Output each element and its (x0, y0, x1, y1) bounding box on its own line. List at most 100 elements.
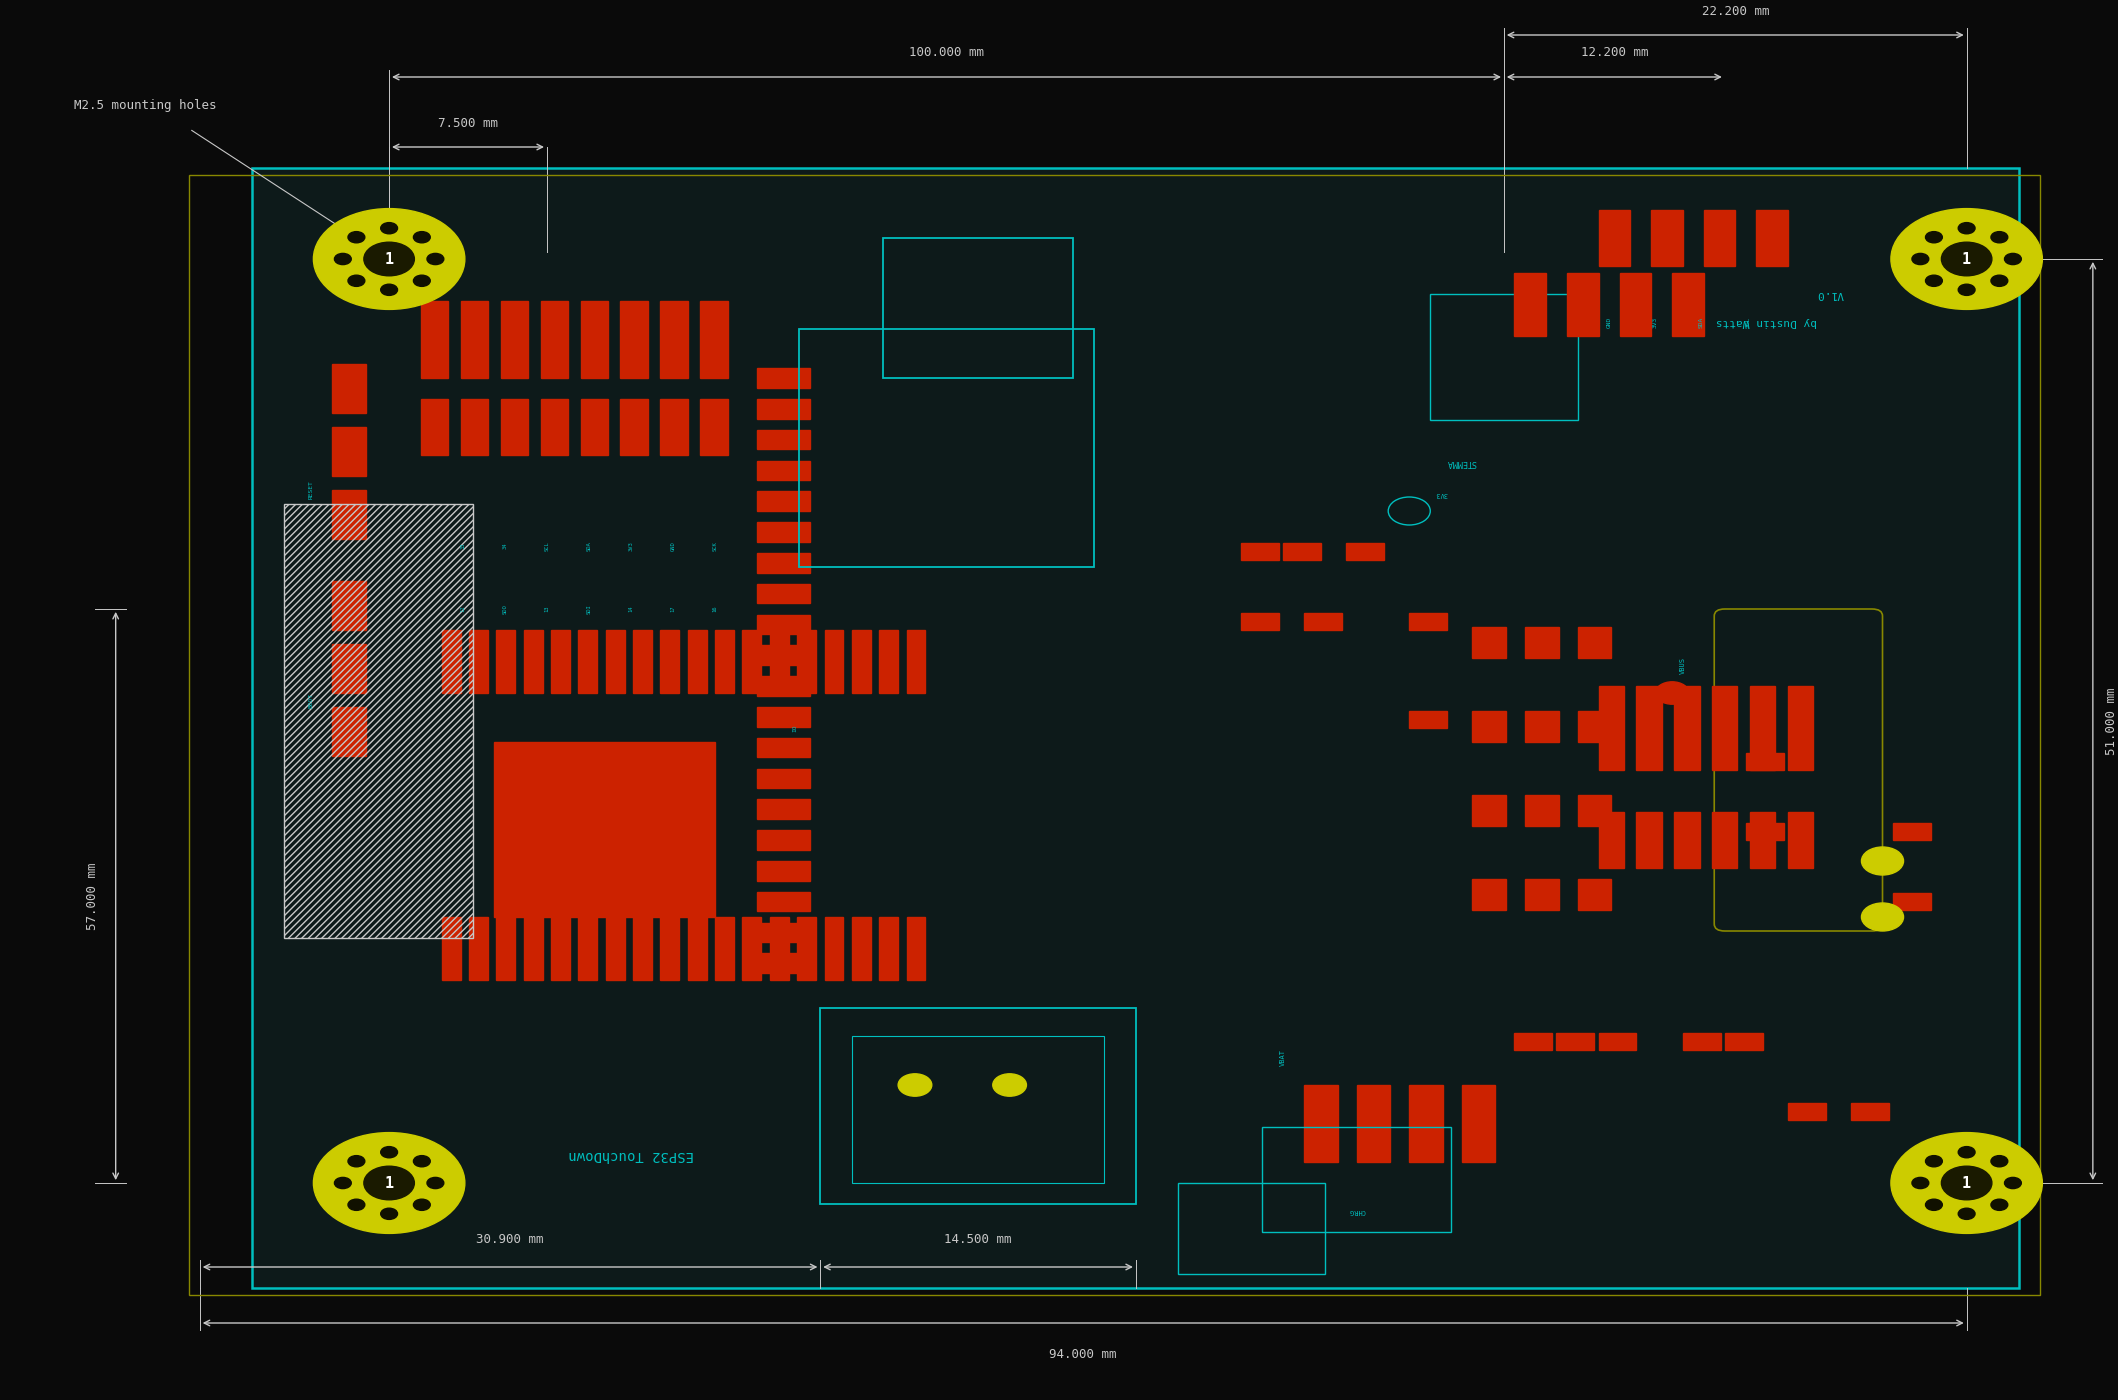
Bar (496, 917, 515, 980)
Circle shape (1925, 276, 1942, 287)
Circle shape (428, 1177, 445, 1189)
Bar (769, 917, 788, 980)
Bar (688, 917, 707, 980)
Bar (758, 738, 809, 757)
Text: 3V3: 3V3 (1652, 316, 1658, 328)
Text: 1: 1 (385, 252, 394, 266)
Bar (661, 917, 680, 980)
Circle shape (2004, 1177, 2021, 1189)
Bar (1745, 753, 1783, 770)
Bar (1637, 812, 1663, 868)
Bar (1788, 812, 1813, 868)
Circle shape (1891, 1133, 2042, 1233)
Bar (460, 301, 487, 378)
Bar (1745, 823, 1783, 840)
Bar (796, 630, 815, 693)
Circle shape (1656, 682, 1688, 704)
Bar (820, 1008, 1135, 1204)
Bar (758, 615, 809, 634)
Circle shape (413, 231, 430, 242)
Text: 3V3: 3V3 (1434, 491, 1447, 497)
Circle shape (335, 253, 352, 265)
Bar (496, 630, 515, 693)
Bar (661, 399, 688, 455)
Bar (1756, 210, 1788, 266)
Bar (851, 1036, 1103, 1183)
Bar (1599, 812, 1625, 868)
Bar (1673, 686, 1699, 770)
Bar (1525, 795, 1559, 826)
Text: GND: GND (1608, 316, 1612, 328)
Bar (468, 630, 487, 693)
Bar (824, 630, 843, 693)
Text: 14.500 mm: 14.500 mm (945, 1233, 1012, 1246)
Bar (716, 917, 735, 980)
Bar (551, 917, 570, 980)
Bar (189, 175, 2040, 1295)
Bar (758, 522, 809, 542)
Bar (758, 861, 809, 881)
Bar (758, 553, 809, 573)
Bar (1408, 613, 1447, 630)
Circle shape (413, 1155, 430, 1166)
Bar (333, 490, 366, 539)
Text: 57.000 mm: 57.000 mm (87, 862, 100, 930)
Bar (758, 584, 809, 603)
Bar (1851, 1103, 1889, 1120)
Circle shape (1991, 1155, 2008, 1166)
Bar (758, 892, 809, 911)
Bar (1358, 1085, 1389, 1162)
Bar (743, 917, 760, 980)
Text: BOOT: BOOT (309, 693, 313, 707)
Bar (758, 799, 809, 819)
Bar (333, 707, 366, 756)
Text: 34: 34 (502, 543, 508, 549)
Circle shape (347, 1155, 364, 1166)
Bar (460, 399, 487, 455)
Bar (758, 461, 809, 480)
Text: 100.000 mm: 100.000 mm (909, 46, 985, 59)
Bar (1711, 686, 1737, 770)
Circle shape (413, 276, 430, 287)
Circle shape (2004, 253, 2021, 265)
Bar (633, 917, 652, 980)
Text: 22.200 mm: 22.200 mm (1701, 6, 1769, 18)
Text: SDI: SDI (587, 605, 591, 613)
Bar (421, 301, 449, 378)
Circle shape (347, 276, 364, 287)
Bar (1347, 543, 1383, 560)
Bar (883, 238, 1072, 378)
Bar (1788, 686, 1813, 770)
Text: VBAT: VBAT (1279, 1049, 1286, 1065)
Bar (580, 301, 608, 378)
Circle shape (381, 223, 398, 234)
Text: 30.900 mm: 30.900 mm (477, 1233, 544, 1246)
Bar (758, 491, 809, 511)
Circle shape (898, 1074, 932, 1096)
Bar (1557, 1033, 1595, 1050)
Bar (333, 581, 366, 630)
Text: 16: 16 (712, 606, 718, 612)
Bar (1241, 613, 1279, 630)
Bar (758, 645, 809, 665)
Circle shape (1891, 209, 2042, 309)
Bar (1525, 627, 1559, 658)
Bar (1893, 893, 1932, 910)
Bar (252, 168, 2018, 1288)
Bar (1525, 711, 1559, 742)
Bar (540, 301, 568, 378)
Bar (1682, 1033, 1720, 1050)
Bar (1578, 795, 1612, 826)
Bar (333, 644, 366, 693)
Bar (500, 399, 527, 455)
Bar (851, 630, 870, 693)
Bar (578, 630, 597, 693)
Text: SCK: SCK (712, 542, 718, 550)
Circle shape (1925, 1200, 1942, 1211)
Bar (493, 742, 716, 917)
Bar (606, 917, 625, 980)
Bar (758, 399, 809, 419)
Bar (1749, 812, 1775, 868)
Bar (500, 301, 527, 378)
Bar (701, 399, 729, 455)
